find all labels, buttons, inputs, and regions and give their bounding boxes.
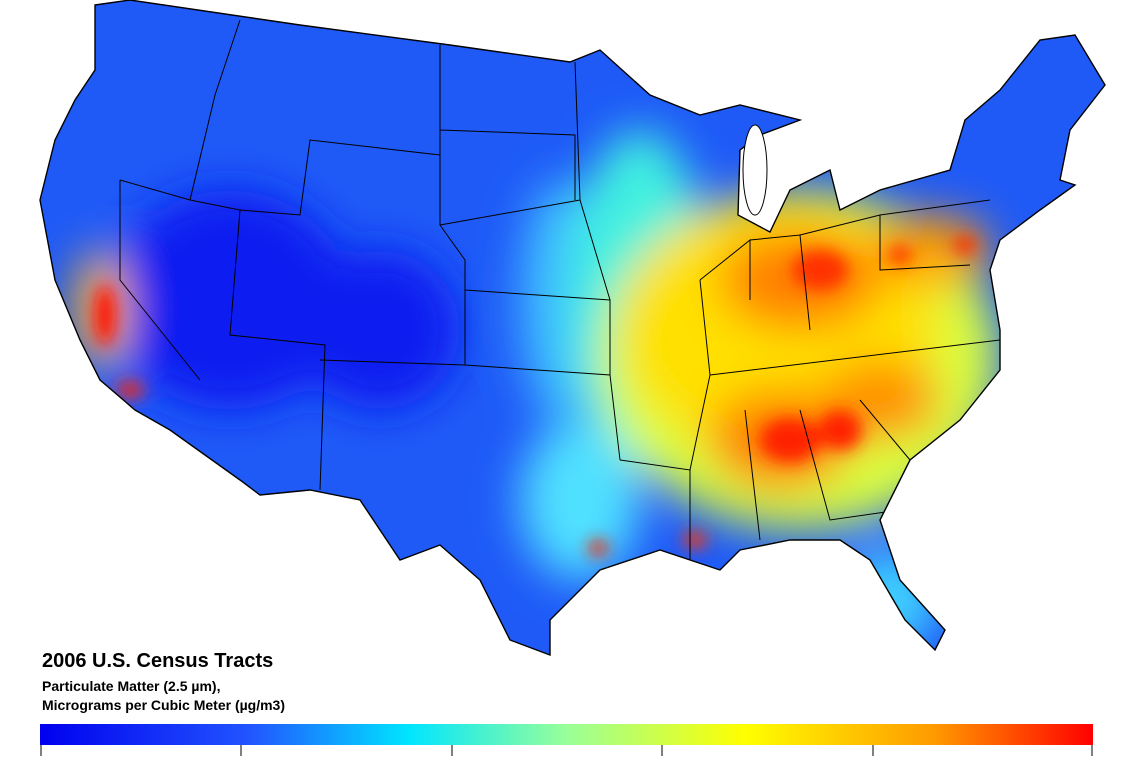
color-scale bbox=[40, 724, 1093, 745]
legend-title: 2006 U.S. Census Tracts bbox=[42, 650, 273, 672]
legend-subtitle: Micrograms per Cubic Meter (µg/m3) bbox=[42, 697, 285, 713]
map-fill bbox=[40, 0, 1105, 655]
lake-michigan bbox=[742, 124, 768, 216]
legend-subtitle: Particulate Matter (2.5 µm), bbox=[42, 678, 220, 694]
color-scale-ticks bbox=[40, 745, 1093, 756]
